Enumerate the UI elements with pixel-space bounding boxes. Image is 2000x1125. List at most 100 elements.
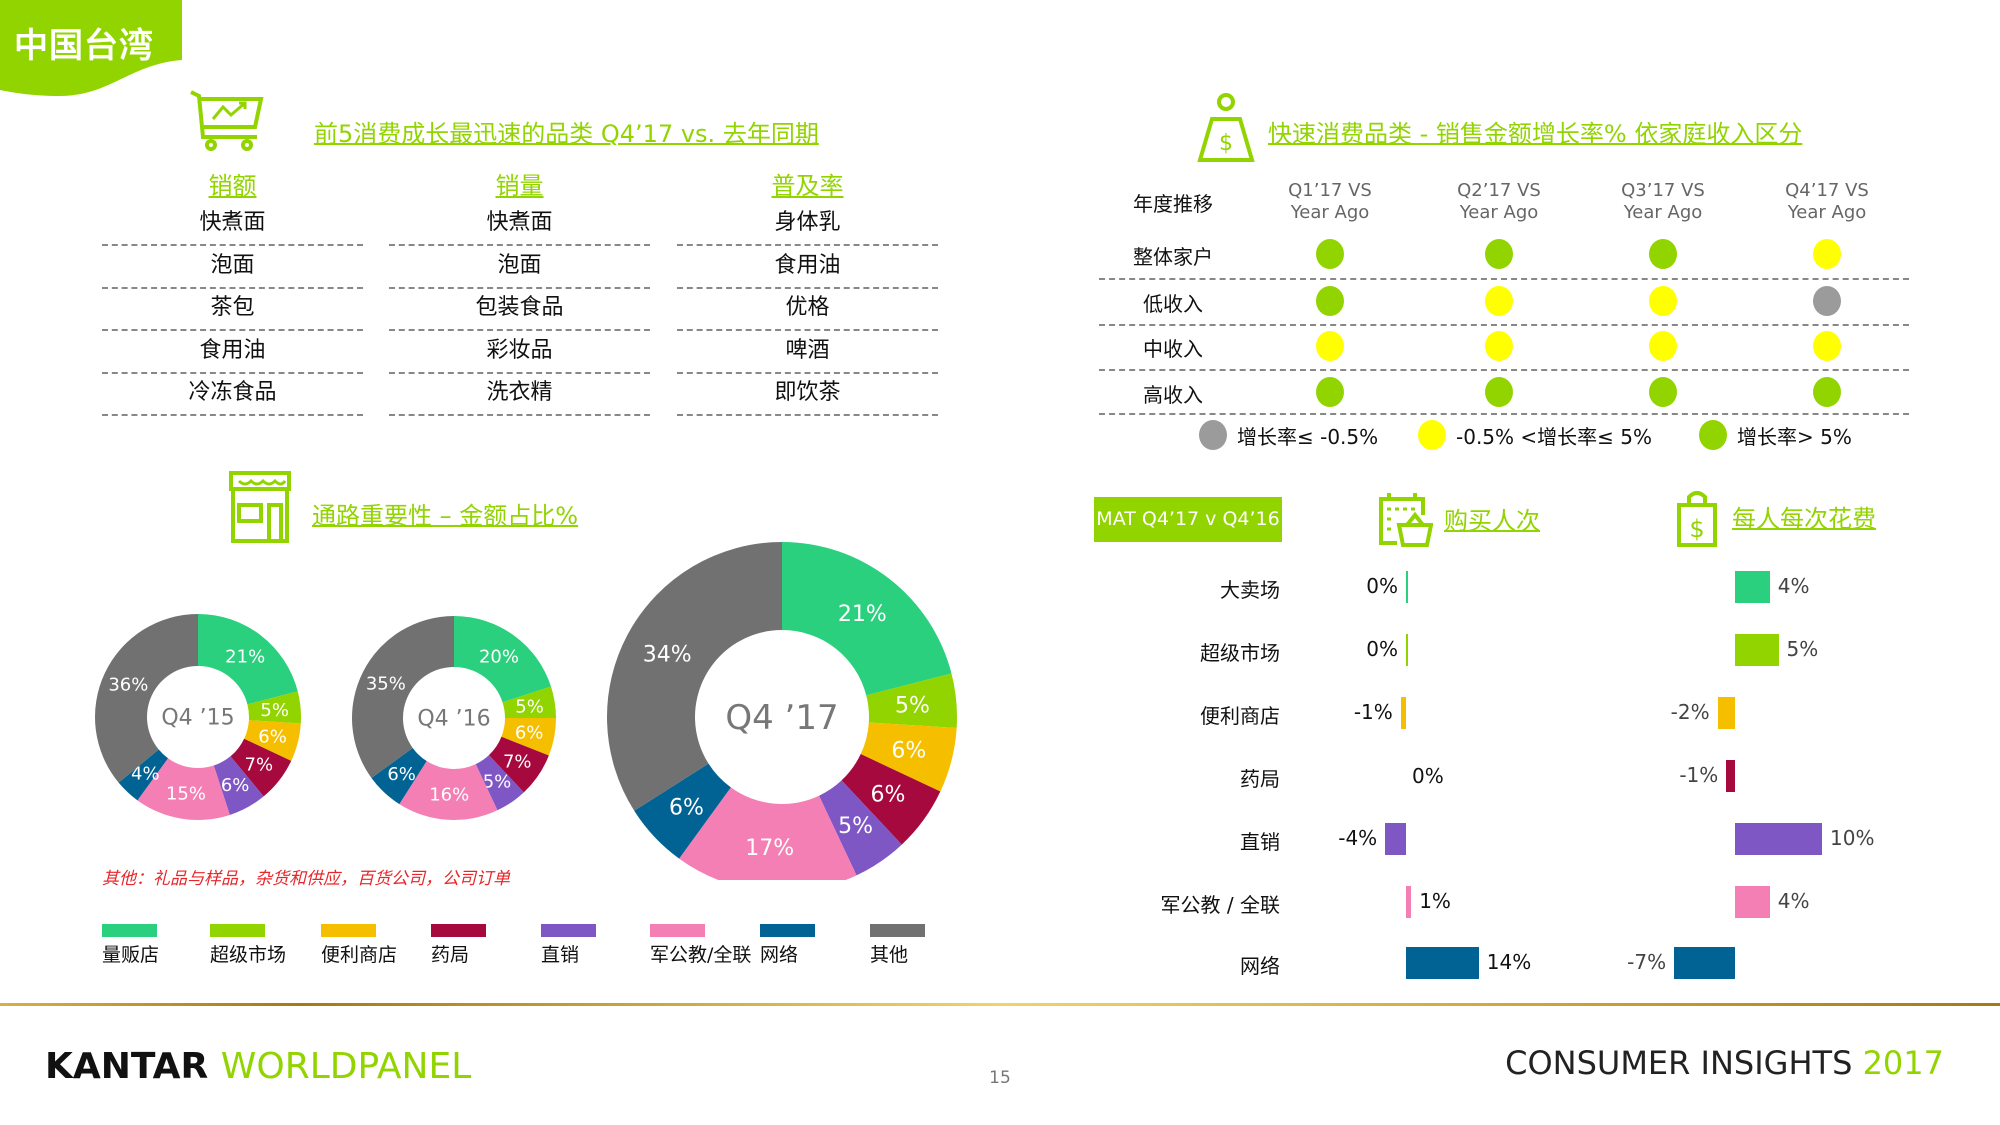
shopping-cart-chart-icon	[190, 90, 264, 151]
purchase-trips-title[interactable]: 购买人次	[1444, 507, 1540, 535]
footer-divider	[0, 1003, 2000, 1006]
column-header[interactable]: 销量	[495, 172, 544, 200]
slice-label: 6%	[258, 726, 287, 747]
income-growth-title[interactable]: 快速消费品类 - 销售金额增长率% 依家庭收入区分	[1268, 120, 1803, 148]
donut-slice	[475, 755, 524, 811]
slice-label: 6%	[221, 775, 250, 796]
period-line2: Year Ago	[1290, 202, 1370, 223]
channel-row-label: 直销	[1240, 830, 1280, 854]
channel-row-label: 大卖场	[1220, 578, 1280, 602]
donut-slice	[118, 749, 169, 801]
income-row-label: 整体家户	[1133, 245, 1213, 269]
slice-label: 15%	[166, 783, 206, 804]
growth-bar	[1406, 947, 1479, 979]
bar-value-label: -7%	[1627, 950, 1667, 974]
legend-swatch	[102, 924, 157, 937]
period-line2: Year Ago	[1787, 202, 1867, 223]
growth-status-dot	[1485, 377, 1513, 407]
donut-center-label: Q4 ’15	[161, 706, 234, 731]
category-cell: 快煮面	[102, 202, 363, 246]
growth-bar	[1735, 571, 1770, 603]
category-cell: 冷冻食品	[102, 372, 363, 416]
legend-label: 增长率> 5%	[1737, 424, 1852, 449]
donut-slice	[502, 686, 556, 718]
bar-value-label: 4%	[1777, 574, 1810, 598]
slice-label: 6%	[891, 738, 926, 763]
legend-label: 增长率≤ -0.5%	[1237, 424, 1379, 449]
growth-bar	[1406, 571, 1408, 603]
legend-swatch	[650, 924, 705, 937]
growth-bar	[1735, 634, 1779, 666]
period-line2: Year Ago	[1459, 202, 1539, 223]
channel-row-label: 网络	[1240, 954, 1280, 978]
period-header: Q3’17 VS Year Ago	[1593, 180, 1733, 224]
category-cell: 食用油	[102, 330, 363, 374]
consumer-insights-label: CONSUMER INSIGHTS 2017	[1505, 1044, 1944, 1082]
donut-slice	[841, 754, 941, 845]
period-line2: Year Ago	[1623, 202, 1703, 223]
donut-slice	[247, 691, 301, 724]
slice-label: 7%	[503, 751, 532, 772]
period-line1: Q3’17 VS	[1621, 180, 1705, 201]
spend-per-trip-title[interactable]: 每人每次花费	[1732, 505, 1876, 533]
category-cell: 包装食品	[389, 287, 650, 331]
period-line1: Q4’17 VS	[1785, 180, 1869, 201]
channel-row-label: 军公教 / 全联	[1160, 893, 1280, 917]
donut-slice	[860, 722, 957, 792]
slice-label: 6%	[669, 795, 704, 820]
bar-value-label: 14%	[1486, 950, 1532, 974]
growth-status-dot	[1316, 331, 1344, 361]
growth-status-dot	[1485, 239, 1513, 269]
slice-label: 16%	[429, 785, 469, 806]
slice-label: 21%	[838, 602, 887, 627]
top-categories-title[interactable]: 前5消费成长最迅速的品类 Q4’17 vs. 去年同期	[314, 120, 819, 148]
bar-value-label: -2%	[1670, 700, 1710, 724]
period-line1: Q1’17 VS	[1288, 180, 1372, 201]
bar-value-label: -1%	[1353, 700, 1393, 724]
channel-row-label: 药局	[1240, 767, 1280, 791]
column-header[interactable]: 销额	[208, 172, 257, 200]
donut-slice	[213, 756, 264, 815]
growth-status-dot	[1649, 286, 1677, 316]
slice-label: 21%	[225, 646, 265, 667]
other-channels-note: 其他：礼品与样品，杂货和供应，百货公司，公司订单	[102, 869, 510, 889]
donut-slice	[866, 673, 958, 728]
growth-status-dot	[1813, 239, 1841, 269]
legend-dot	[1199, 420, 1227, 450]
legend-label: 便利商店	[321, 944, 398, 966]
bar-value-label: -4%	[1338, 826, 1378, 850]
category-cell: 即饮茶	[677, 372, 938, 416]
growth-status-dot	[1649, 331, 1677, 361]
legend-swatch	[210, 924, 265, 937]
logo-kantar: KANTAR	[45, 1046, 209, 1087]
legend-swatch	[760, 924, 815, 937]
donut-slice	[399, 761, 498, 820]
bar-value-label: 5%	[1786, 637, 1819, 661]
income-row-label: 低收入	[1143, 292, 1203, 316]
category-cell: 泡面	[102, 245, 363, 289]
legend-swatch	[321, 924, 376, 937]
shopping-bag-dollar-icon: $	[1677, 491, 1717, 547]
growth-bar	[1735, 823, 1822, 855]
legend-label: -0.5% <增长率≤ 5%	[1456, 424, 1652, 449]
donut-chart: 20%5%6%7%5%16%6%35%Q4 ’16	[351, 616, 556, 820]
legend-label: 量贩店	[102, 944, 160, 966]
row-divider	[1099, 369, 1909, 371]
slice-label: 35%	[366, 674, 406, 695]
slice-label: 34%	[643, 643, 692, 668]
period-header: Q1’17 VS Year Ago	[1260, 180, 1400, 224]
slice-label: 5%	[515, 696, 544, 717]
money-weight-icon: $	[1197, 93, 1255, 162]
donut-slice	[137, 758, 230, 820]
category-cell: 身体乳	[677, 202, 938, 246]
income-row-label: 高收入	[1143, 383, 1203, 407]
legend-swatch	[431, 924, 486, 937]
slice-label: 6%	[871, 783, 906, 808]
logo-worldpanel: WORLDPANEL	[220, 1046, 472, 1087]
column-header[interactable]: 普及率	[771, 172, 844, 200]
channel-share-title[interactable]: 通路重要性 – 金额占比%	[312, 502, 579, 530]
legend-swatch	[541, 924, 596, 937]
category-cell: 快煮面	[389, 202, 650, 246]
svg-text:$: $	[1689, 515, 1704, 543]
period-line1: Q2’17 VS	[1457, 180, 1541, 201]
